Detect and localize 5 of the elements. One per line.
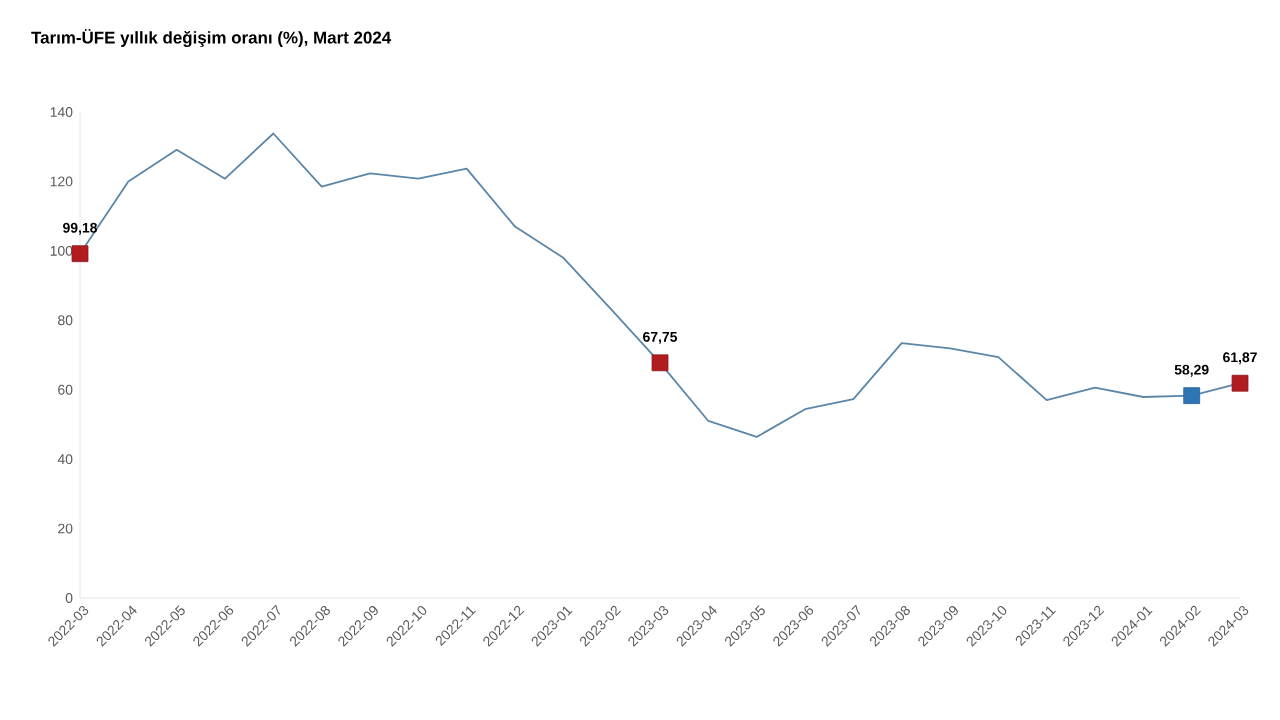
chart-title: Tarım-ÜFE yıllık değişim oranı (%), Mart 2024 (31, 28, 392, 48)
point (71, 245, 89, 263)
point (1183, 387, 1201, 405)
point (1231, 374, 1249, 392)
point (651, 354, 669, 372)
